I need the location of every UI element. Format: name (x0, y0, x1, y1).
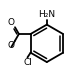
Text: H₂N: H₂N (38, 10, 55, 19)
Text: Cl: Cl (23, 58, 32, 67)
Text: O: O (8, 18, 15, 27)
Text: O: O (8, 41, 15, 50)
